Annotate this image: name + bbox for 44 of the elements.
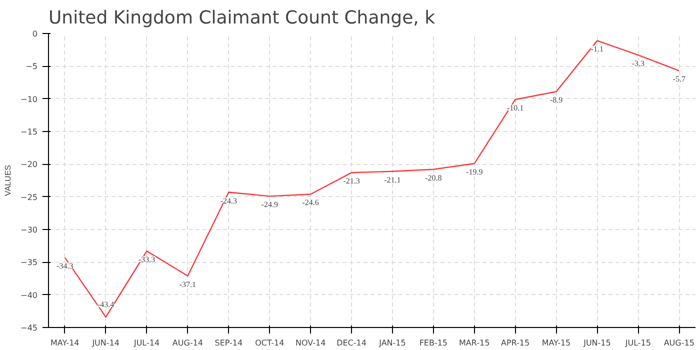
data-label: -21.1 [384, 175, 401, 184]
x-tick-label: JUL-15 [624, 338, 651, 348]
data-label: -20.8 [425, 173, 442, 182]
y-tick-label: −35 [20, 258, 38, 268]
y-tick-label: −40 [20, 290, 38, 300]
x-tick-label: NOV-14 [295, 338, 326, 348]
x-tick-label: FEB-15 [419, 338, 448, 348]
data-label: -10.1 [506, 103, 524, 112]
y-tick-label: −20 [20, 160, 38, 170]
y-axis-title: VALUES [4, 165, 13, 196]
x-tick-label: APR-15 [501, 338, 530, 348]
data-label: -43.4 [97, 300, 114, 310]
y-tick-label: −45 [20, 324, 38, 332]
x-tick-label: OCT-14 [255, 338, 284, 348]
y-tick-label: 0 [32, 30, 38, 38]
x-tick-label: JAN-15 [378, 338, 406, 348]
y-tick-label: −30 [20, 226, 38, 234]
x-tick-label: SEP-14 [214, 338, 243, 348]
data-label: -24.9 [261, 200, 278, 210]
data-label: -34.3 [56, 262, 74, 271]
x-tick-label: AUG-15 [664, 338, 694, 348]
data-label: -3.3 [632, 59, 645, 68]
y-tick-label: −15 [20, 128, 38, 136]
x-tick-label: JUN-14 [91, 338, 120, 348]
x-tick-label: JUL-14 [132, 338, 160, 348]
data-label: -1.1 [590, 44, 604, 54]
x-tick-label: AUG-14 [172, 338, 204, 348]
x-tick-label: MAY-14 [50, 338, 80, 348]
data-label: -24.3 [220, 196, 238, 206]
x-tick-label: DEC-14 [336, 338, 366, 348]
y-tick-label: −25 [20, 192, 38, 202]
x-tick-label: JUN-15 [582, 338, 611, 348]
x-tick-label: MAY-15 [542, 338, 571, 348]
y-tick-label: −10 [20, 94, 38, 104]
x-tick-label: MAR-15 [459, 338, 490, 348]
data-label: -33.3 [138, 255, 156, 264]
y-tick-label: −5 [26, 62, 38, 72]
data-label: -8.9 [550, 96, 563, 105]
data-label: -37.1 [179, 280, 196, 289]
data-label: -21.3 [343, 176, 360, 186]
data-label: -24.6 [302, 198, 319, 208]
data-label: -19.9 [466, 168, 483, 177]
data-label: -5.7 [672, 74, 686, 84]
chart-title: United Kingdom Claimant Count Change, k [48, 8, 436, 28]
